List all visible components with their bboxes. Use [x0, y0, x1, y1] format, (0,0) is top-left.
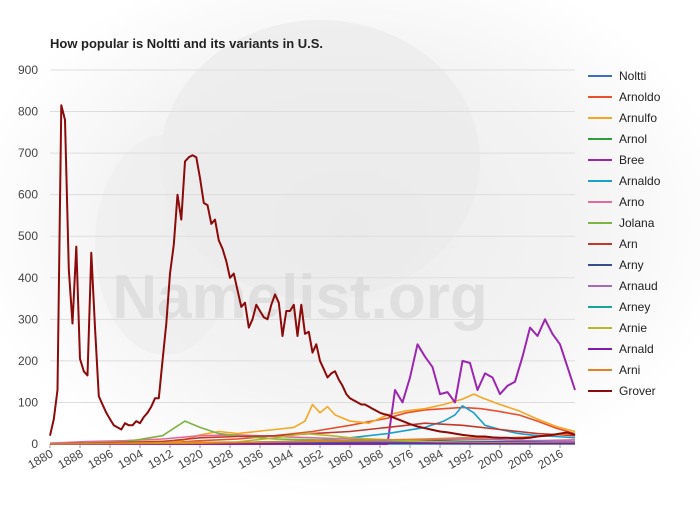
y-tick-label: 500	[18, 229, 38, 243]
grid-lines	[50, 69, 575, 445]
y-tick-label: 700	[18, 146, 38, 160]
legend-label-arnoldo: Arnoldo	[619, 90, 661, 104]
legend-label-arni: Arni	[619, 363, 640, 377]
series-line-arnaldo	[49, 405, 576, 445]
series-lines	[49, 104, 576, 445]
legend-label-arno: Arno	[619, 195, 645, 209]
y-tick-label: 200	[18, 354, 38, 368]
series-line-arnoldo	[49, 406, 576, 445]
background-hand	[95, 135, 235, 355]
y-tick-label: 300	[18, 312, 38, 326]
y-tick-label: 600	[18, 188, 38, 202]
series-line-arnald	[49, 442, 575, 445]
y-tick-label: 800	[18, 105, 38, 119]
legend-label-arnaldo: Arnaldo	[619, 174, 661, 188]
series-line-arnie	[49, 432, 576, 445]
series-line-grover	[49, 104, 576, 440]
series-line-arn	[49, 422, 576, 445]
legend-label-arny: Arny	[619, 258, 644, 272]
legend-label-grover: Grover	[619, 384, 656, 398]
legend-label-arnol: Arnol	[619, 132, 647, 146]
legend-label-bree: Bree	[619, 153, 645, 167]
chart-title: How popular is Noltti and its variants i…	[50, 36, 323, 51]
series-line-bree	[50, 318, 576, 445]
legend: Noltti Arnoldo Arnulfo Arnol Bree Arnaldo Arno…	[588, 69, 661, 398]
legend-label-arnald: Arnald	[619, 342, 654, 356]
legend-label-arnaud: Arnaud	[619, 279, 658, 293]
legend-label-arnie: Arnie	[619, 321, 647, 335]
y-tick-label: 0	[31, 437, 38, 451]
legend-label-jolana: Jolana	[619, 216, 655, 230]
y-axis: 0 100 200 300 400 500 600 700 800 900	[18, 63, 38, 451]
legend-label-noltti: Noltti	[619, 69, 646, 83]
series-line-arnulfo	[49, 393, 576, 445]
y-tick-label: 400	[18, 271, 38, 285]
legend-label-arnulfo: Arnulfo	[619, 111, 657, 125]
legend-label-arn: Arn	[619, 237, 638, 251]
legend-label-arney: Arney	[619, 300, 650, 314]
background-face	[160, 20, 480, 300]
y-tick-label: 100	[18, 395, 38, 409]
y-tick-label: 900	[18, 63, 38, 77]
